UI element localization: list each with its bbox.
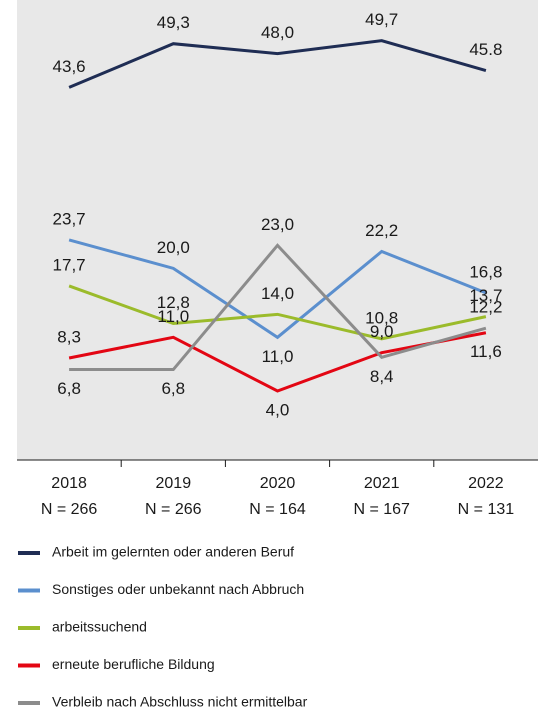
data-label: 48,0 bbox=[261, 23, 294, 42]
data-label: 8,3 bbox=[57, 328, 81, 347]
data-label: 8,4 bbox=[370, 367, 394, 386]
data-label: 13,7 bbox=[469, 286, 502, 305]
legend-label: arbeitssuchend bbox=[52, 619, 147, 635]
x-tick-label: 2021 bbox=[364, 475, 400, 492]
data-label: 12,2 bbox=[469, 298, 502, 317]
data-label: 17,7 bbox=[53, 255, 86, 274]
data-label: 22,2 bbox=[365, 221, 398, 240]
data-label: 10,8 bbox=[365, 308, 398, 327]
x-tick-sublabel: N = 131 bbox=[458, 501, 515, 518]
data-label: 45.8 bbox=[469, 40, 502, 59]
series-line bbox=[68, 284, 487, 341]
data-label: 20,0 bbox=[157, 238, 190, 257]
legend-label: Sonstiges oder unbekannt nach Abbruch bbox=[52, 581, 304, 597]
data-label: 14,0 bbox=[261, 284, 294, 303]
data-label: 43,6 bbox=[53, 57, 86, 76]
series-line bbox=[68, 238, 487, 340]
x-tick-sublabel: N = 266 bbox=[145, 501, 202, 518]
data-label: 12,8 bbox=[157, 293, 190, 312]
legend-label: erneute berufliche Bildung bbox=[52, 656, 215, 672]
plot-background bbox=[17, 0, 538, 460]
data-label: 4,0 bbox=[266, 400, 290, 419]
x-tick-label: 2020 bbox=[260, 475, 296, 492]
data-label: 23,7 bbox=[53, 209, 86, 228]
data-label: 49,3 bbox=[157, 13, 190, 32]
data-label: 11,0 bbox=[157, 307, 189, 326]
data-label: 11,6 bbox=[470, 342, 502, 361]
legend-label: Arbeit im gelernten oder anderen Beruf bbox=[52, 544, 294, 560]
series-line bbox=[68, 39, 487, 89]
x-tick-sublabel: N = 266 bbox=[41, 501, 98, 518]
data-label: 6,8 bbox=[161, 379, 185, 398]
data-label: 16,8 bbox=[469, 262, 502, 281]
x-tick-label: 2022 bbox=[468, 475, 504, 492]
data-label: 9,0 bbox=[370, 322, 394, 341]
x-tick-label: 2019 bbox=[156, 475, 192, 492]
series-line bbox=[69, 243, 487, 372]
data-label: 49,7 bbox=[365, 10, 398, 29]
x-tick-label: 2018 bbox=[51, 475, 87, 492]
data-label: 23,0 bbox=[261, 215, 294, 234]
data-label: 11,0 bbox=[262, 347, 294, 366]
x-tick-sublabel: N = 164 bbox=[249, 501, 306, 518]
data-label: 6,8 bbox=[57, 379, 81, 398]
legend-label: Verbleib nach Abschluss nicht ermittelba… bbox=[52, 694, 308, 710]
x-tick-sublabel: N = 167 bbox=[353, 501, 410, 518]
